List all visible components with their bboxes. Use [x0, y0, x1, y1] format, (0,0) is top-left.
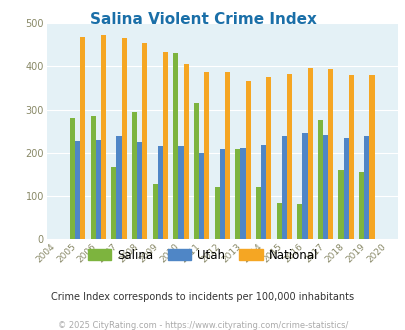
Bar	[266, 77, 271, 239]
Bar	[260, 145, 266, 239]
Bar	[75, 141, 80, 239]
Text: Salina Violent Crime Index: Salina Violent Crime Index	[90, 12, 315, 26]
Bar	[183, 64, 188, 239]
Bar	[178, 146, 183, 239]
Bar	[101, 35, 106, 239]
Bar	[116, 136, 121, 239]
Bar	[111, 167, 116, 239]
Bar	[302, 133, 307, 239]
Bar	[214, 186, 219, 239]
Bar	[358, 172, 363, 239]
Bar	[255, 186, 260, 239]
Bar	[80, 37, 85, 239]
Bar	[281, 136, 286, 239]
Bar	[90, 115, 96, 239]
Bar	[121, 38, 126, 239]
Bar	[338, 170, 343, 239]
Bar	[245, 81, 250, 239]
Bar	[286, 74, 291, 239]
Bar	[204, 72, 209, 239]
Bar	[198, 153, 204, 239]
Bar	[363, 136, 369, 239]
Bar	[173, 53, 178, 239]
Bar	[219, 149, 224, 239]
Bar	[296, 204, 302, 239]
Text: Crime Index corresponds to incidents per 100,000 inhabitants: Crime Index corresponds to incidents per…	[51, 292, 354, 302]
Bar	[348, 75, 353, 239]
Bar	[327, 69, 333, 239]
Bar	[234, 149, 240, 239]
Bar	[343, 138, 348, 239]
Bar	[132, 112, 137, 239]
Bar	[322, 136, 327, 239]
Bar	[307, 68, 312, 239]
Bar	[240, 148, 245, 239]
Bar	[194, 103, 198, 239]
Bar	[152, 184, 157, 239]
Text: © 2025 CityRating.com - https://www.cityrating.com/crime-statistics/: © 2025 CityRating.com - https://www.city…	[58, 321, 347, 330]
Bar	[70, 118, 75, 239]
Bar	[142, 43, 147, 239]
Bar	[317, 120, 322, 239]
Bar	[157, 146, 162, 239]
Bar	[96, 140, 101, 239]
Bar	[369, 76, 374, 239]
Legend: Salina, Utah, National: Salina, Utah, National	[83, 244, 322, 266]
Bar	[162, 52, 168, 239]
Bar	[137, 142, 142, 239]
Bar	[224, 72, 230, 239]
Bar	[276, 203, 281, 239]
